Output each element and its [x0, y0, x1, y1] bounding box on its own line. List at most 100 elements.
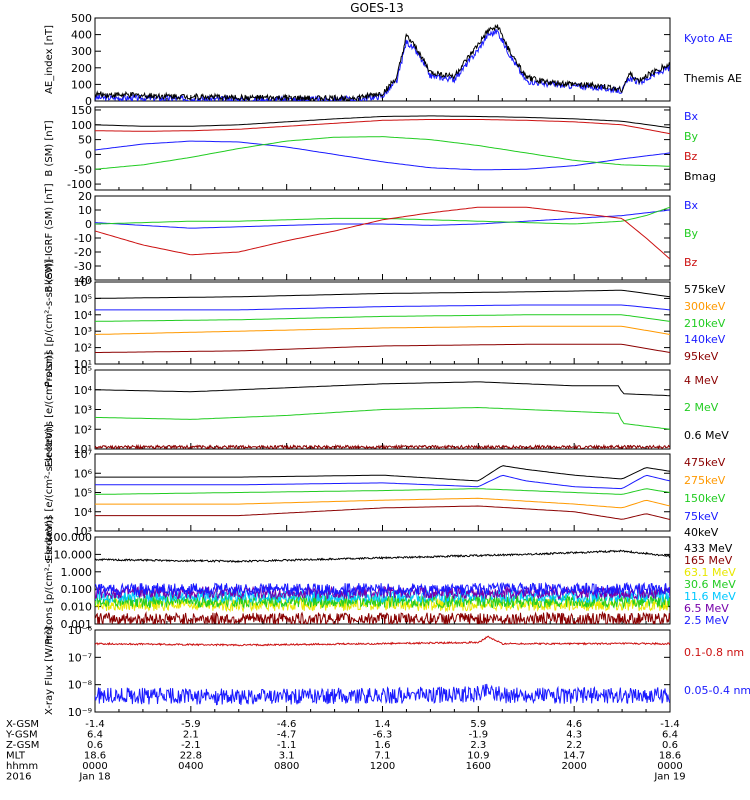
time-axis-value: 2.2 — [566, 740, 582, 751]
time-axis-value: -6.3 — [373, 730, 393, 741]
series-line-2-MeV — [95, 406, 670, 430]
time-axis-value: Jan 18 — [78, 772, 110, 783]
time-axis-value: 2.1 — [183, 730, 199, 741]
series-line-275keV — [95, 497, 670, 509]
y-tick-label: 500 — [71, 12, 92, 25]
legend-label: 6.5 MeV — [684, 602, 729, 615]
legend-label: 475keV — [684, 456, 726, 469]
y-tick-label: 10¹ — [74, 358, 92, 371]
series-line-210keV — [95, 314, 670, 322]
legend-label: 165 MeV — [684, 554, 733, 567]
y-tick-label: 10⁶ — [74, 467, 93, 480]
legend-label: 11.6 MeV — [684, 590, 736, 603]
series-line-63.1-MeV — [95, 596, 670, 613]
time-axis-row-label: MLT — [6, 751, 26, 762]
legend-label: 2 MeV — [684, 401, 719, 414]
y-tick-label: 0.100 — [61, 583, 93, 596]
y-tick-label: -10 — [74, 232, 92, 245]
y-tick-label: 10.000 — [54, 548, 93, 561]
y-tick-label: 10⁴ — [74, 506, 93, 519]
y-axis-label: B (SM)-IGRF (SM) [nT] — [44, 183, 55, 292]
series-line-0.1-0.8-nm — [95, 635, 670, 647]
y-tick-label: 0 — [85, 148, 92, 161]
y-tick-label: -30 — [74, 260, 92, 273]
y-tick-label: 0 — [85, 95, 92, 108]
panel-frame — [94, 17, 671, 102]
time-axis-row-label: 2016 — [6, 772, 31, 783]
time-axis-value: 4.3 — [566, 730, 582, 741]
legend-label: By — [684, 227, 699, 240]
series-line-575keV — [95, 289, 670, 299]
y-tick-label: 10¹ — [74, 443, 92, 456]
legend-label: 30.6 MeV — [684, 578, 736, 591]
series-line-Bz — [95, 119, 670, 135]
time-axis-value: 2000 — [561, 761, 586, 772]
time-axis-value: 1.4 — [375, 719, 391, 730]
legend-label: 0.1-0.8 nm — [684, 646, 744, 659]
panel-electrons_kev: 10³ 10⁴ 10⁵ 10⁶ 10⁷ Electrons [e/(cm²-s-sr-ke… — [44, 424, 726, 561]
time-axis-value: -5.9 — [181, 719, 201, 730]
series-line-Kyoto-AE — [95, 28, 670, 101]
series-line-Bz — [95, 206, 670, 260]
series-line-Bmag — [95, 115, 670, 129]
time-axis-value: 22.8 — [180, 751, 202, 762]
series-line-150keV — [95, 488, 670, 495]
y-tick-label: -50 — [74, 163, 92, 176]
y-axis-label: B (SM) [nT] — [44, 120, 55, 176]
time-axis-value: 6.4 — [87, 730, 103, 741]
legend-label: 4 MeV — [684, 374, 719, 387]
y-tick-label: 10⁵ — [74, 292, 92, 305]
time-axis-value: 1.6 — [375, 740, 391, 751]
legend-label: 0.6 MeV — [684, 429, 729, 442]
y-axis-label: Protons [p/(cm²-s-sr-keV)] — [44, 259, 55, 387]
y-tick-label: 10⁶ — [74, 276, 93, 289]
time-axis-value: 1600 — [466, 761, 491, 772]
time-axis-value: -1.4 — [85, 719, 105, 730]
panel-xray: 10⁻⁹ 10⁻⁸ 10⁻⁷ 10⁻⁶ X-ray Flux [W/m²] 0.1-0.8… — [44, 624, 750, 719]
time-axis-value: -4.7 — [277, 730, 297, 741]
legend-label: 63.1 MeV — [684, 566, 736, 579]
series-line-140keV — [95, 304, 670, 311]
series-line-2.5-MeV — [95, 581, 670, 597]
y-tick-label: 100 — [71, 78, 92, 91]
time-axis-value: 18.6 — [659, 751, 681, 762]
series-line-300keV — [95, 325, 670, 335]
y-tick-label: 200 — [71, 62, 92, 75]
legend-label: 95keV — [684, 350, 719, 363]
time-axis-value: 1200 — [370, 761, 395, 772]
y-tick-label: 10⁷ — [74, 448, 92, 461]
series-line-475keV — [95, 505, 670, 520]
panel-frame — [94, 195, 671, 281]
series-line-Themis-AE — [95, 24, 670, 101]
time-axis-value: 7.1 — [375, 751, 391, 762]
series-line-By — [95, 136, 670, 170]
time-axis-value: 2.3 — [470, 740, 486, 751]
y-tick-label: 100.000 — [47, 531, 93, 544]
panel-protons_high: 0.001 0.010 0.100 1.000 10.000 100.000Protons… — [44, 516, 736, 644]
legend-label: 575keV — [684, 283, 726, 296]
panel-ae: 0 100 200 300 400 500 AE_index [nT] Kyoto AE The… — [44, 12, 742, 108]
y-tick-label: 0.001 — [61, 618, 93, 631]
y-tick-label: 10⁴ — [74, 384, 93, 397]
figure-title: GOES-13 — [350, 1, 404, 15]
legend-label: 275keV — [684, 474, 726, 487]
y-tick-label: -20 — [74, 246, 92, 259]
time-axis-value: 18.6 — [84, 751, 106, 762]
y-tick-label: 150 — [71, 104, 92, 117]
y-tick-label: 50 — [78, 134, 92, 147]
y-tick-label: 10⁴ — [74, 309, 93, 322]
legend-label: Bx — [684, 199, 699, 212]
y-tick-label: 10⁻⁹ — [68, 706, 92, 719]
time-axis-value: 6.4 — [662, 730, 678, 741]
legend-label: 75keV — [684, 510, 719, 523]
panel-b_sm: -100 -50 050 100 150 B (SM) [nT] Bx By Bz Bmag — [44, 104, 716, 191]
legend-label: Bz — [684, 256, 698, 269]
legend-label: 140keV — [684, 333, 726, 346]
y-tick-label: 400 — [71, 29, 92, 42]
time-axis-value: 0400 — [178, 761, 203, 772]
legend-label: Kyoto AE — [684, 32, 733, 45]
legend-label: Bz — [684, 150, 698, 163]
time-axis-value: -1.9 — [469, 730, 489, 741]
y-tick-label: 10⁻⁸ — [68, 679, 93, 692]
